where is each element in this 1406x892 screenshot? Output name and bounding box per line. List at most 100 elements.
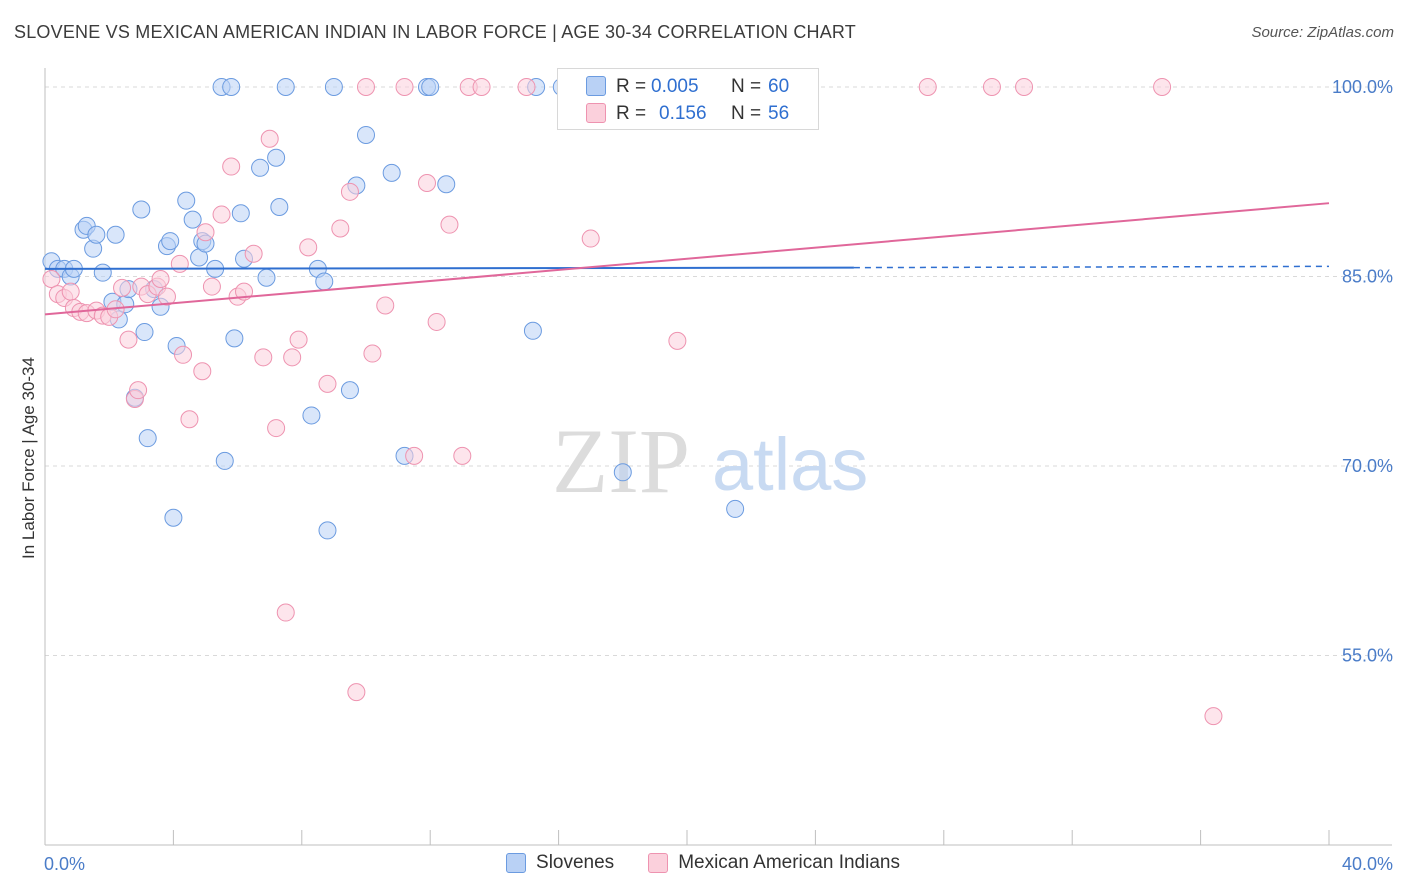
- data-points: [42, 77, 1223, 726]
- point-mexican-58: [1015, 77, 1034, 96]
- point-mexican-57: [982, 77, 1001, 96]
- point-mexican-48: [427, 312, 446, 331]
- point-mexican-33: [267, 419, 286, 438]
- point-mexican-27: [222, 157, 241, 176]
- legend-label-mexican-american-indians: Mexican American Indians: [678, 852, 900, 873]
- x-tick-label-last: 40.0%: [1342, 854, 1393, 874]
- point-slovenes-35: [231, 204, 250, 223]
- point-mexican-52: [472, 77, 491, 96]
- point-mexican-19: [157, 287, 176, 306]
- legend-item-slovenes: Slovenes: [506, 852, 614, 874]
- gridlines: [45, 86, 1392, 656]
- point-slovenes-54: [437, 175, 456, 194]
- point-mexican-49: [440, 215, 459, 234]
- point-slovenes-58: [613, 463, 632, 482]
- point-slovenes-33: [222, 77, 241, 96]
- point-slovenes-32: [215, 451, 234, 470]
- watermark-atlas: atlas: [712, 423, 868, 506]
- point-mexican-47: [417, 173, 436, 192]
- x-tick-label-first: 0.0%: [44, 854, 85, 874]
- point-mexican-11: [113, 278, 132, 297]
- bottom-legend: Slovenes Mexican American Indians: [0, 852, 1406, 874]
- stats-legend: R = 0.005 N = 60 R = 0.156 N = 56: [557, 68, 819, 130]
- point-mexican-25: [202, 277, 221, 296]
- point-mexican-35: [283, 348, 302, 367]
- point-slovenes-41: [276, 77, 295, 96]
- point-mexican-23: [193, 362, 212, 381]
- axes: [44, 68, 1392, 846]
- point-slovenes-26: [183, 210, 202, 229]
- trend-line-mexican: [44, 202, 1330, 316]
- point-slovenes-40: [270, 197, 289, 216]
- point-slovenes-46: [324, 77, 343, 96]
- stats-swatch-slovenes: [586, 76, 606, 96]
- point-mexican-44: [376, 296, 395, 315]
- source-label: Source: ZipAtlas.com: [1251, 24, 1394, 41]
- point-slovenes-42: [302, 406, 321, 425]
- point-mexican-34: [276, 603, 295, 622]
- point-slovenes-38: [257, 268, 276, 287]
- point-mexican-0: [42, 269, 61, 288]
- point-mexican-36: [289, 330, 308, 349]
- y-tick-label-55: 55.0%: [1342, 645, 1393, 665]
- point-slovenes-17: [135, 323, 154, 342]
- point-mexican-39: [331, 219, 350, 238]
- point-slovenes-59: [726, 499, 745, 518]
- stats-n-label-1: N =: [731, 76, 762, 97]
- point-mexican-50: [453, 446, 472, 465]
- stats-r-value-slovenes: 0.005: [651, 76, 699, 97]
- point-mexican-22: [180, 410, 199, 429]
- point-mexican-3: [61, 282, 80, 301]
- y-tick-label-70: 70.0%: [1342, 456, 1393, 476]
- stats-n-value-mexican: 56: [768, 103, 790, 124]
- legend-label-slovenes: Slovenes: [536, 852, 615, 873]
- point-slovenes-8: [87, 225, 106, 244]
- point-mexican-32: [260, 129, 279, 148]
- point-mexican-26: [212, 205, 231, 224]
- point-slovenes-50: [382, 163, 401, 182]
- trend-lines: [44, 202, 1330, 316]
- point-mexican-20: [170, 254, 189, 273]
- stats-n-value-slovenes: 60: [768, 76, 790, 97]
- point-mexican-18: [151, 269, 170, 288]
- point-mexican-59: [1153, 77, 1172, 96]
- point-slovenes-53: [421, 77, 440, 96]
- legend-item-mexican-american-indians: Mexican American Indians: [648, 852, 900, 874]
- point-mexican-37: [299, 238, 318, 257]
- point-slovenes-9: [93, 263, 112, 282]
- y-tick-label-85: 85.0%: [1342, 266, 1393, 286]
- point-mexican-55: [668, 331, 687, 350]
- stats-swatch-mexican: [586, 103, 606, 123]
- legend-swatch-mexican-american-indians: [648, 853, 669, 873]
- point-slovenes-23: [164, 508, 183, 527]
- watermark: ZIP atlas: [552, 410, 868, 512]
- point-mexican-40: [340, 182, 359, 201]
- point-slovenes-49: [357, 125, 375, 144]
- point-mexican-41: [347, 683, 366, 702]
- point-mexican-12: [119, 330, 138, 349]
- chart-title: SLOVENE VS MEXICAN AMERICAN INDIAN IN LA…: [14, 22, 856, 42]
- point-slovenes-47: [340, 381, 359, 400]
- point-slovenes-39: [267, 148, 286, 167]
- point-slovenes-45: [318, 521, 337, 540]
- point-slovenes-34: [225, 329, 244, 348]
- point-mexican-54: [581, 229, 600, 248]
- point-mexican-24: [196, 223, 215, 242]
- stats-r-label-1: R =: [616, 76, 647, 97]
- point-mexican-43: [363, 344, 382, 363]
- stats-r-label-2: R =: [616, 103, 647, 124]
- point-mexican-56: [918, 77, 937, 96]
- point-slovenes-37: [251, 158, 270, 177]
- point-mexican-42: [357, 77, 375, 96]
- point-mexican-45: [395, 77, 414, 96]
- point-slovenes-55: [523, 321, 542, 340]
- point-slovenes-11: [106, 225, 125, 244]
- stats-r-value-mexican: 0.156: [659, 103, 707, 124]
- legend-swatch-slovenes: [506, 853, 527, 873]
- point-mexican-14: [129, 381, 148, 400]
- trend-line-slovenes-dashed: [853, 265, 1330, 269]
- trend-line-slovenes: [44, 266, 854, 270]
- tick-labels: 55.0% 70.0% 85.0% 100.0% 0.0% 40.0%: [44, 77, 1393, 874]
- point-mexican-21: [174, 345, 193, 364]
